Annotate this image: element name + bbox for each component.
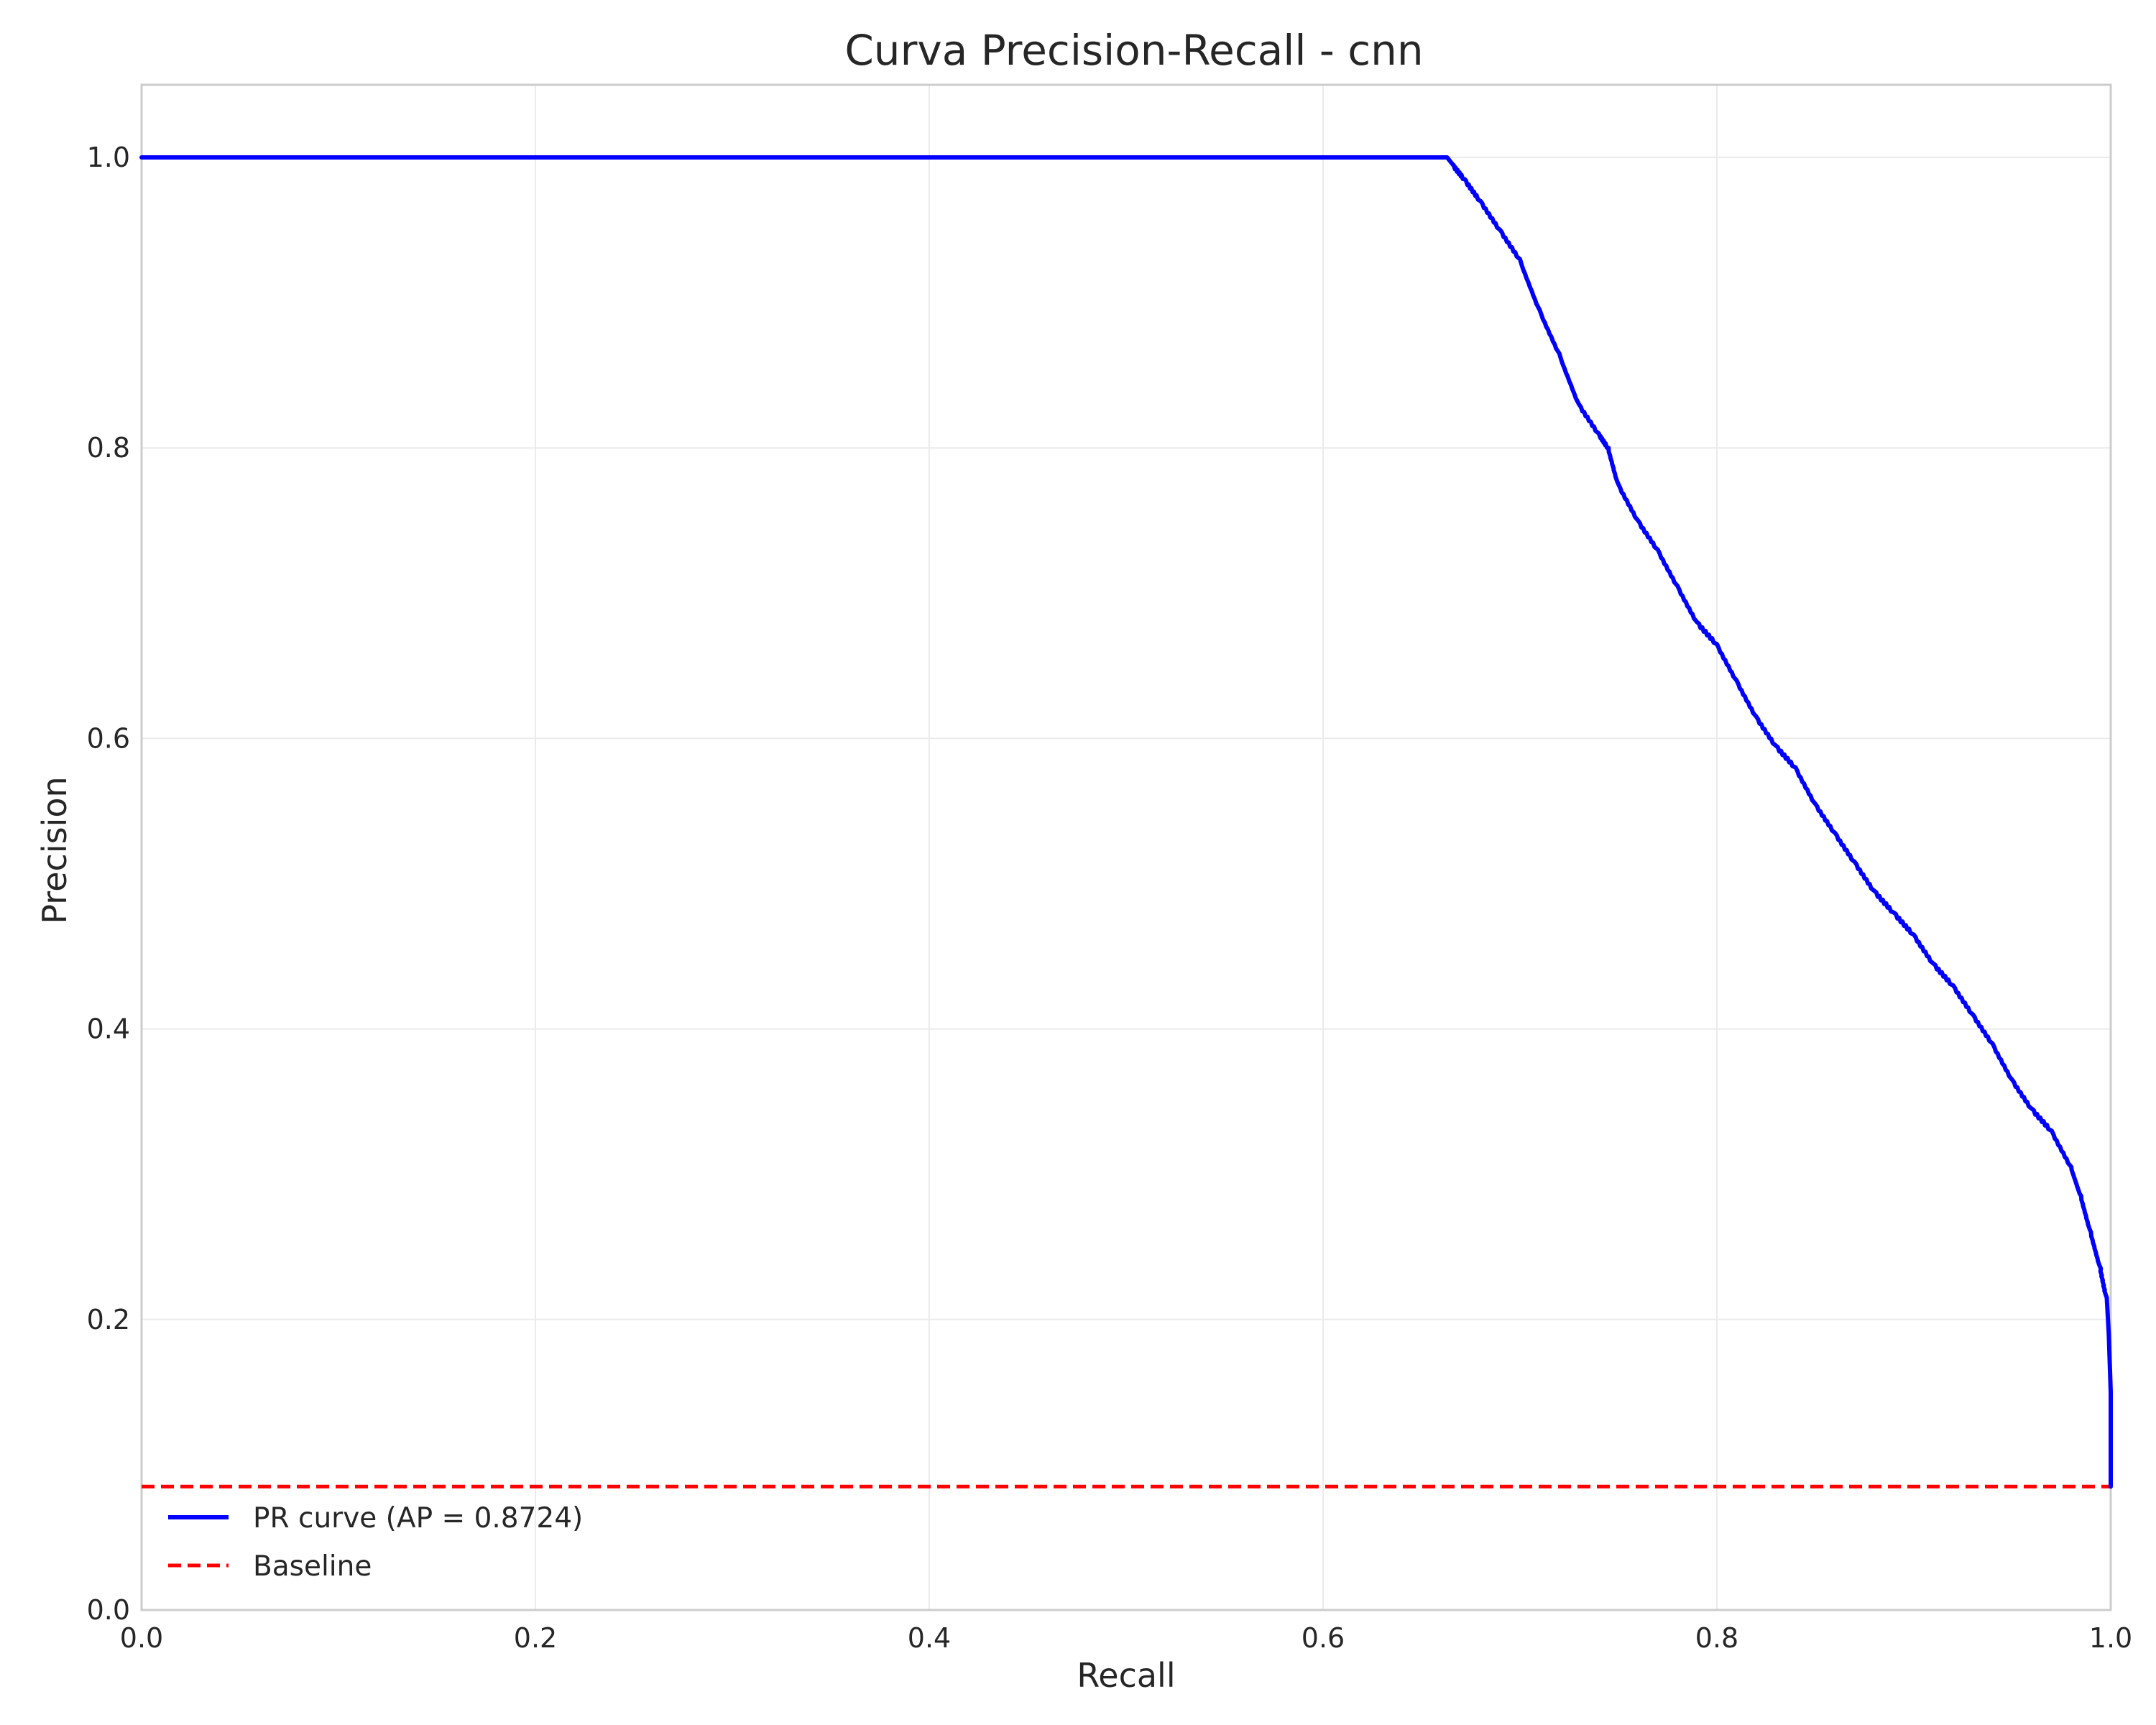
x-tick-label: 0.2 (514, 1622, 557, 1654)
legend-label-pr-curve: PR curve (AP = 0.8724) (253, 1502, 583, 1535)
x-tick-label: 0.4 (908, 1622, 951, 1654)
x-tick-label: 1.0 (2089, 1622, 2132, 1654)
y-tick-label: 0.6 (87, 722, 130, 754)
chart-title: Curva Precision-Recall - cnn (844, 26, 1423, 75)
y-tick-label: 0.0 (87, 1594, 130, 1626)
y-tick-label: 1.0 (87, 142, 130, 173)
y-axis-label: Precision (35, 776, 74, 924)
x-tick-label: 0.8 (1695, 1622, 1738, 1654)
plot-area (142, 85, 2111, 1610)
legend-label-baseline: Baseline (253, 1550, 372, 1583)
grid (142, 85, 2111, 1610)
x-tick-label: 0.6 (1302, 1622, 1345, 1654)
y-tick-label: 0.8 (87, 432, 130, 464)
y-tick-label: 0.2 (87, 1304, 130, 1335)
x-axis-label: Recall (1077, 1656, 1175, 1695)
x-tick-label: 0.0 (120, 1622, 163, 1654)
y-tick-label: 0.4 (87, 1013, 130, 1045)
